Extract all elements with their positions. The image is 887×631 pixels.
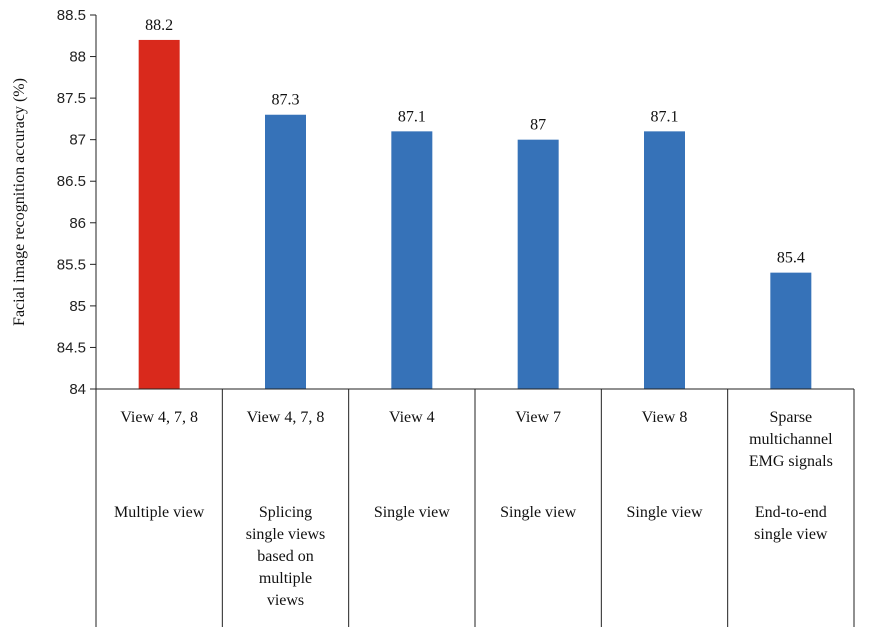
bar-value-label: 85.4 [777,250,805,267]
y-axis-title: Facial image recognition accuracy (%) [11,78,28,326]
bar-value-label: 88.2 [145,17,173,34]
x-category-label: View 7 [515,409,561,426]
y-tick-label: 85.5 [57,256,86,273]
x-group-label: Single view [500,504,576,521]
x-group-label: Multiple view [114,504,205,521]
y-tick-label: 87.5 [57,90,86,107]
x-group-label: Splicing [259,504,312,521]
x-category-label: View 4, 7, 8 [120,409,198,426]
x-group-label: Single view [374,504,450,521]
x-category-label: multichannel [749,431,833,448]
bar-value-label: 87 [530,117,546,134]
y-tick-label: 85 [69,298,86,315]
x-axis: View 4, 7, 8 View 4, 7, 8 View 4 View 7 View… [95,388,855,627]
bar [517,139,559,389]
x-group-label: based on [257,548,313,565]
x-group-label: single views [246,526,326,543]
bar [644,131,685,389]
bar [770,272,812,389]
bar [138,39,180,389]
x-category-label: View 4, 7, 8 [247,409,325,426]
x-category-label: View 8 [642,409,688,426]
y-tick-label: 86 [69,215,86,232]
x-group-label: single view [754,526,828,543]
bar [265,114,306,389]
x-category-label: Sparse [770,409,813,426]
bar [391,131,433,389]
y-tick-label: 88.5 [57,7,86,24]
x-category-label: View 4 [389,409,435,426]
y-tick-label: 88 [69,49,86,66]
x-group-label: views [267,592,304,609]
bar-value-label: 87.3 [272,92,300,109]
y-tick-label: 84 [69,381,86,398]
y-tick-label: 84.5 [57,339,86,356]
bar-value-label: 87.1 [651,108,679,125]
bars [138,39,812,389]
x-group-label: End-to-end [755,504,827,521]
x-group-label: multiple [259,570,312,587]
y-axis: 84 84.5 85 85.5 86 86.5 87 87.5 88 88.5 [57,7,97,398]
x-category-label: EMG signals [749,453,833,470]
y-tick-label: 87 [69,132,86,149]
value-labels: 88.2 87.3 87.1 87 87.1 85.4 [145,17,805,267]
x-group-label: Single view [627,504,703,521]
bar-value-label: 87.1 [398,108,426,125]
y-tick-label: 86.5 [57,173,86,190]
